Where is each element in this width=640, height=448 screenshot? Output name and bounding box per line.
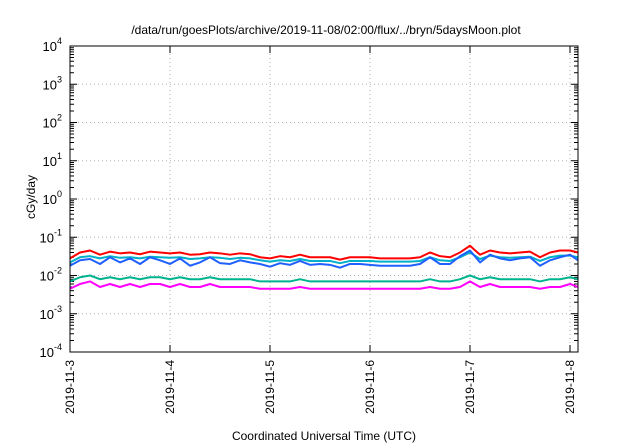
plot-frame [69,45,579,353]
x-ticks: 2019-11-3 2019-11-4 2019-11-5 2019-11-6 2019… [63,46,577,414]
chart-title: /data/run/goesPlots/archive/2019-11-08/0… [131,23,521,37]
y-tick-exponent: 0 [57,189,62,199]
y-tick-exponent: 3 [57,74,62,84]
series-line-2 [69,274,579,283]
series [69,244,579,290]
series-line-5 [69,280,579,290]
y-tick-exponent: 4 [57,36,62,46]
y-tick-label: 101 [43,151,62,169]
y-tick-label: 10-2 [40,266,62,284]
y-tick-label: 104 [43,36,62,54]
y-tick-exponent: 1 [57,151,62,161]
x-tick-label: 2019-11-8 [563,360,577,414]
y-tick-exponent: -3 [54,304,62,314]
y-tick-exponent: -2 [54,266,62,276]
y-tick-label: 102 [43,113,62,131]
y-axis-label: cGy/day [24,175,38,219]
y-tick-label: 10-1 [40,227,62,245]
x-tick-label: 2019-11-3 [63,360,77,414]
y-tick-label: 10-4 [40,342,62,360]
y-tick-exponent: -1 [54,227,62,237]
x-tick-label: 2019-11-7 [463,360,477,414]
y-tick-label: 103 [43,74,62,92]
x-tick-label: 2019-11-5 [263,360,277,414]
grid [70,46,578,352]
x-tick-label: 2019-11-6 [363,360,377,414]
series-line-4 [69,249,579,269]
y-tick-label: 10-3 [40,304,62,322]
x-tick-label: 2019-11-4 [163,360,177,414]
series-line-1 [69,244,579,261]
y-tick-label: 100 [43,189,62,207]
x-axis-label: Coordinated Universal Time (UTC) [232,429,416,443]
y-tick-exponent: -4 [54,342,62,352]
y-tick-exponent: 2 [57,113,62,123]
